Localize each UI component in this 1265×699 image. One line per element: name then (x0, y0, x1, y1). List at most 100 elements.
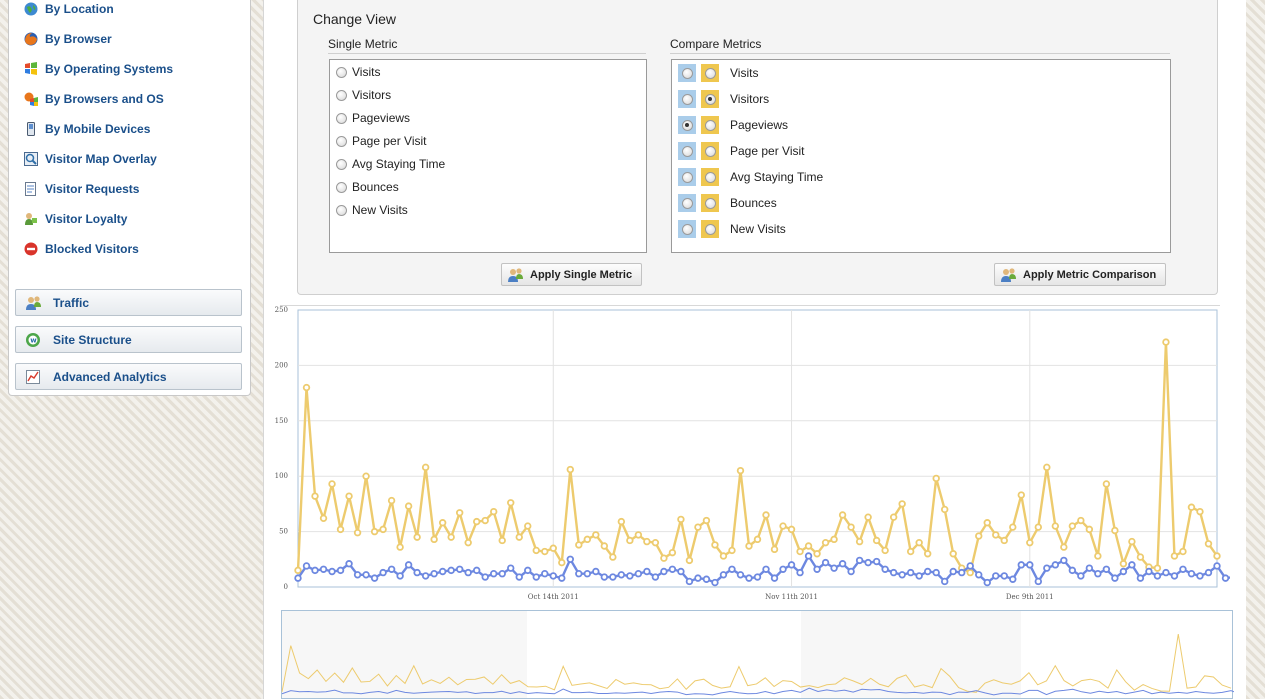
radio-button[interactable] (704, 171, 716, 183)
data-point (898, 500, 906, 508)
data-point (507, 564, 515, 572)
radio-button[interactable] (704, 145, 716, 157)
single-metric-option-pageviews[interactable]: Pageviews (336, 110, 410, 126)
radio-button[interactable] (681, 197, 693, 209)
sidebar-item-by-browser[interactable]: By Browser (23, 28, 112, 50)
data-point (1068, 522, 1077, 530)
site-structure-icon: w (25, 332, 43, 348)
data-point (532, 546, 540, 555)
data-point (592, 567, 600, 576)
sidebar-item-visitor-requests[interactable]: Visitor Requests (23, 178, 139, 200)
section-traffic-button[interactable]: Traffic (15, 289, 242, 316)
radio-button[interactable] (681, 67, 693, 79)
radio-button[interactable] (681, 171, 693, 183)
radio-button-selected[interactable] (704, 93, 716, 105)
data-point (685, 577, 694, 586)
data-point (762, 511, 770, 519)
radio-button[interactable] (336, 181, 347, 193)
data-point (336, 525, 345, 534)
radio-button[interactable] (336, 135, 347, 147)
data-point (779, 565, 787, 573)
data-point (1162, 568, 1170, 577)
data-point (455, 565, 464, 573)
data-point (1017, 561, 1025, 569)
sidebar-item-by-operating-systems[interactable]: By Operating Systems (23, 58, 173, 80)
data-point (575, 570, 583, 578)
radio-button[interactable] (336, 204, 347, 216)
data-point (362, 571, 370, 579)
data-point (855, 556, 864, 565)
radio-button[interactable] (681, 145, 693, 157)
radio-button[interactable] (336, 158, 347, 170)
data-point (804, 552, 813, 560)
map-overlay-icon (23, 151, 39, 167)
data-point (438, 567, 447, 576)
data-point (481, 573, 489, 581)
data-point (421, 463, 430, 472)
data-point (490, 570, 498, 578)
apply-single-metric-button[interactable]: Apply Single Metric (501, 263, 643, 286)
data-point (524, 522, 532, 530)
data-point (1153, 572, 1162, 580)
content-divider (263, 0, 264, 699)
data-point (975, 571, 983, 579)
section-site-structure-button[interactable]: w Site Structure (15, 326, 242, 353)
x-tick-label: Oct 14th 2011 (528, 593, 579, 601)
data-point (762, 565, 770, 573)
sidebar-item-blocked-visitors[interactable]: Blocked Visitors (23, 238, 139, 260)
sidebar-item-by-location[interactable]: By Location (23, 0, 114, 20)
data-point (1051, 522, 1060, 530)
divider (280, 305, 1220, 306)
overview-series-line-0 (281, 634, 1232, 693)
data-point (421, 572, 430, 580)
sidebar-item-visitor-map-overlay[interactable]: Visitor Map Overlay (23, 148, 157, 170)
radio-button[interactable] (336, 66, 347, 78)
radio-button[interactable] (704, 67, 716, 79)
data-point (1128, 561, 1136, 569)
data-point (864, 558, 872, 567)
radio-button[interactable] (681, 223, 693, 235)
sidebar-item-by-browsers-and-os[interactable]: By Browsers and OS (23, 88, 164, 110)
single-metric-option-visitors[interactable]: Visitors (336, 87, 391, 103)
data-point (370, 574, 379, 582)
data-point (728, 546, 736, 555)
data-point (1162, 338, 1170, 346)
radio-button[interactable] (336, 112, 347, 124)
single-metric-option-page-per-visit[interactable]: Page per Visit (336, 133, 427, 149)
data-point (643, 567, 651, 576)
section-advanced-analytics-button[interactable]: Advanced Analytics (15, 363, 242, 390)
data-point (566, 555, 574, 563)
y-tick-label: 50 (279, 528, 288, 536)
data-point (1179, 565, 1187, 573)
radio-button[interactable] (704, 223, 716, 235)
overview-range-chart[interactable] (281, 610, 1234, 699)
single-metric-option-new-visits[interactable]: New Visits (336, 202, 408, 218)
single-metric-option-bounces[interactable]: Bounces (336, 179, 399, 195)
data-point (447, 566, 455, 575)
metrics-line-chart[interactable]: 0 50 100 150 200 250 Oct 14th 2011 Nov 11th 201… (270, 304, 1230, 606)
data-point (1077, 516, 1085, 525)
data-point (1187, 503, 1196, 511)
apply-metric-comparison-button[interactable]: Apply Metric Comparison (994, 263, 1167, 286)
radio-button[interactable] (336, 89, 347, 101)
data-point (975, 532, 983, 540)
sidebar-item-visitor-loyalty[interactable]: Visitor Loyalty (23, 208, 127, 230)
data-point (600, 573, 609, 581)
radio-button[interactable] (681, 93, 693, 105)
sidebar-item-by-mobile-devices[interactable]: By Mobile Devices (23, 118, 150, 140)
data-point (992, 572, 1000, 580)
single-metric-option-avg-staying-time[interactable]: Avg Staying Time (336, 156, 445, 172)
radio-button[interactable] (704, 119, 716, 131)
data-point (1170, 552, 1179, 560)
data-point (353, 529, 362, 537)
radio-button[interactable] (704, 197, 716, 209)
data-point (906, 547, 915, 556)
data-point (387, 496, 396, 505)
single-metric-option-visits[interactable]: Visits (336, 64, 380, 80)
sidebar-item-label: By Browser (45, 32, 112, 46)
data-point (387, 565, 396, 573)
data-point (345, 560, 353, 568)
radio-button-selected[interactable] (681, 119, 693, 131)
data-point (830, 564, 838, 572)
change-view-panel: Change View Single Metric Compare Metric… (297, 0, 1218, 295)
